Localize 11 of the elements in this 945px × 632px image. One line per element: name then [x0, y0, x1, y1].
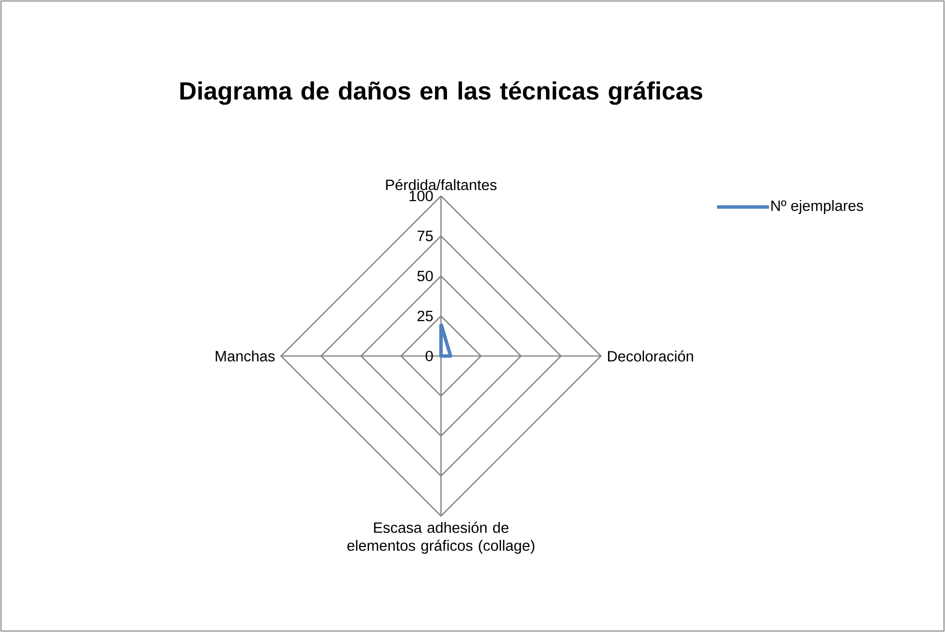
spoke-label: Decoloración — [608, 350, 694, 362]
y-tick-label: 100 — [410, 190, 433, 202]
spoke-label: Pérdida/faltantes — [386, 179, 497, 190]
legend-label: Nº ejemplares — [771, 200, 864, 214]
chart-title: Diagrama de daños en las técnicas gráficas — [180, 81, 702, 105]
spoke-label: Manchas — [216, 350, 275, 362]
y-tick-label: 25 — [418, 310, 433, 322]
y-tick-label: 0 — [426, 350, 433, 362]
y-tick-label: 50 — [417, 270, 433, 282]
spoke-label: Escasa adhesión de elementos gráficos (collage) — [347, 522, 534, 554]
y-tick-label: 75 — [418, 230, 433, 242]
